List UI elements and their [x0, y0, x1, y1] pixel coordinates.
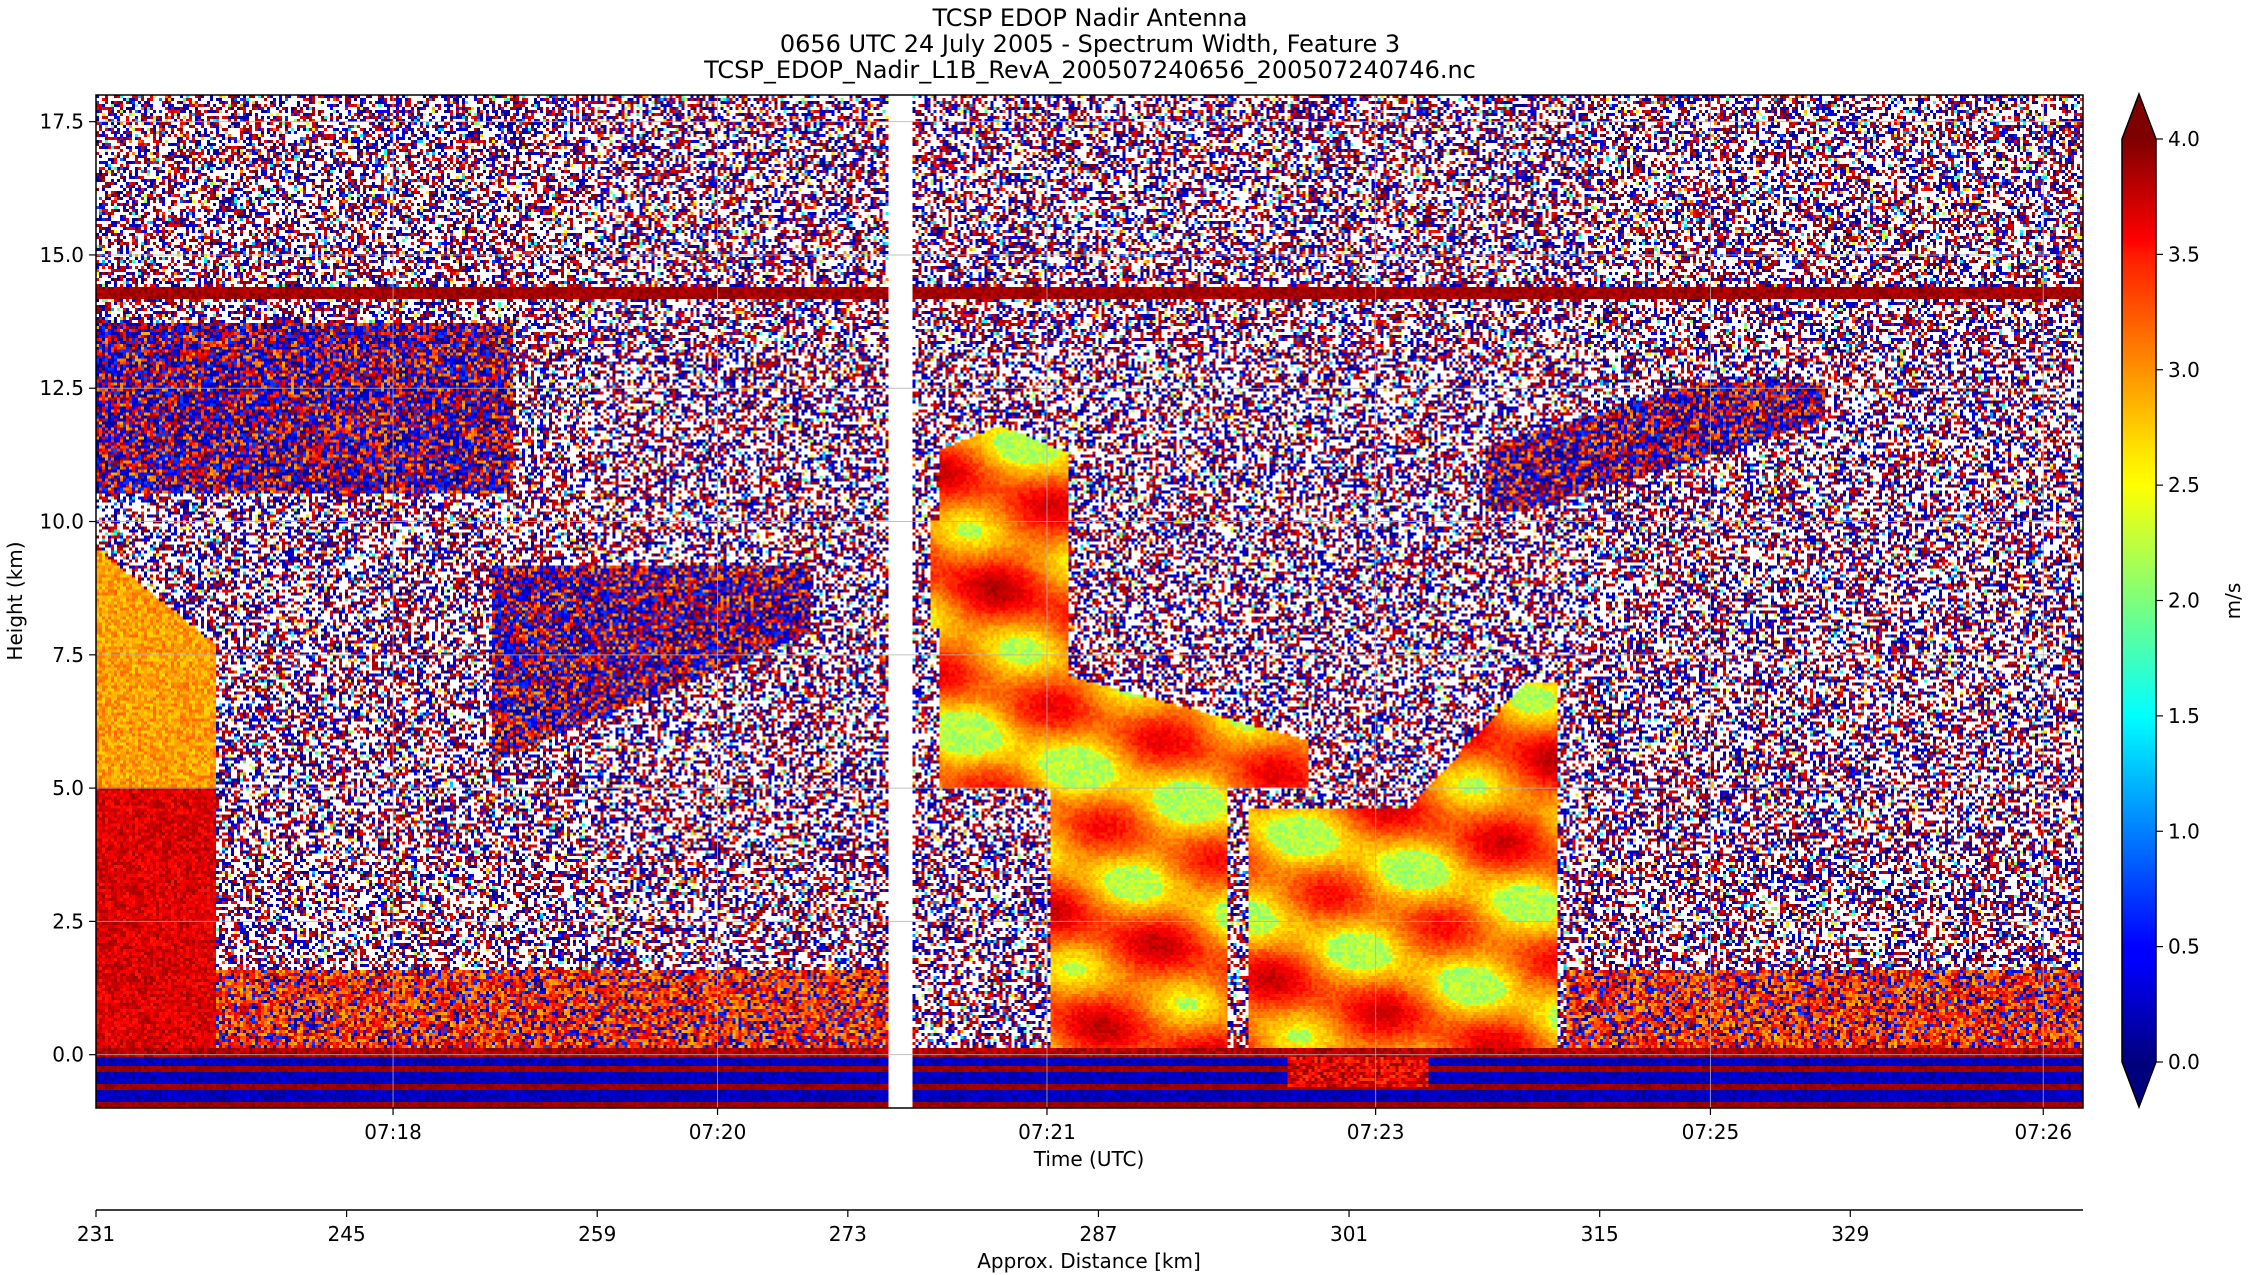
chart-title-line-1: TCSP EDOP Nadir Antenna [932, 4, 1248, 32]
colorbar-gradient [2122, 139, 2156, 1062]
y-axis: 0.0 2.5 5.0 7.5 10.0 12.5 15.0 17.5 [39, 110, 96, 1067]
y-tick-label: 10.0 [39, 510, 84, 534]
colorbar-tick-label: 0.0 [2168, 1050, 2200, 1074]
x-tick-label: 07:20 [689, 1120, 747, 1144]
x-tick-label: 07:26 [2014, 1120, 2072, 1144]
colorbar-tick-label: 2.0 [2168, 589, 2200, 613]
y-tick-label: 15.0 [39, 243, 84, 267]
colorbar-extend-min [2122, 1062, 2156, 1107]
colorbar-tick-label: 0.5 [2168, 935, 2200, 959]
colorbar-tick-label: 2.5 [2168, 473, 2200, 497]
colorbar-tick-label: 3.5 [2168, 242, 2200, 266]
x-tick-label: 07:18 [364, 1120, 422, 1144]
x-tick-label: 07:21 [1018, 1120, 1076, 1144]
distance-tick-label: 287 [1079, 1222, 1117, 1246]
colorbar-tick-label: 3.0 [2168, 358, 2200, 382]
x-tick-label: 07:23 [1347, 1120, 1405, 1144]
chart-title-line-2: 0656 UTC 24 July 2005 - Spectrum Width, … [780, 30, 1400, 58]
distance-tick-label: 301 [1330, 1222, 1368, 1246]
colorbar: 0.0 0.5 1.0 1.5 2.0 2.5 3.0 3.5 4.0 m/s [2121, 91, 2245, 1110]
plot-area [95, 94, 2084, 1109]
distance-tick-label: 315 [1581, 1222, 1619, 1246]
y-tick-label: 17.5 [39, 110, 84, 134]
distance-tick-label: 231 [77, 1222, 115, 1246]
colorbar-label: m/s [2221, 583, 2245, 620]
y-tick-label: 2.5 [52, 909, 84, 933]
distance-tick-label: 329 [1831, 1222, 1869, 1246]
y-tick-label: 12.5 [39, 376, 84, 400]
y-axis-label: Height (km) [3, 541, 27, 660]
distance-tick-label: 273 [829, 1222, 867, 1246]
distance-tick-label: 259 [578, 1222, 616, 1246]
x-axis: 07:18 07:20 07:21 07:23 07:25 07:26 [364, 1108, 2072, 1144]
y-tick-label: 5.0 [52, 776, 84, 800]
chart-title-line-3: TCSP_EDOP_Nadir_L1B_RevA_200507240656_20… [703, 56, 1476, 84]
heatmap-image [96, 95, 2083, 1108]
colorbar-tick-label: 1.5 [2168, 704, 2200, 728]
y-tick-label: 7.5 [52, 643, 84, 667]
radar-heatmap [96, 95, 2083, 1108]
y-tick-label: 0.0 [52, 1043, 84, 1067]
x-axis-label: Time (UTC) [1033, 1147, 1145, 1171]
distance-tick-label: 245 [328, 1222, 366, 1246]
x-tick-label: 07:25 [1682, 1120, 1740, 1144]
colorbar-tick-label: 4.0 [2168, 127, 2200, 151]
distance-axis-label: Approx. Distance [km] [977, 1249, 1201, 1273]
colorbar-extend-max [2122, 94, 2156, 139]
colorbar-tick-label: 1.0 [2168, 819, 2200, 843]
grid-lines [96, 95, 2083, 1108]
plot-frame [95, 94, 2084, 1109]
distance-axis: 231 245 259 273 287 301 315 329 [77, 1209, 2083, 1246]
colorbar-ticks: 0.0 0.5 1.0 1.5 2.0 2.5 3.0 3.5 4.0 [2156, 127, 2200, 1074]
